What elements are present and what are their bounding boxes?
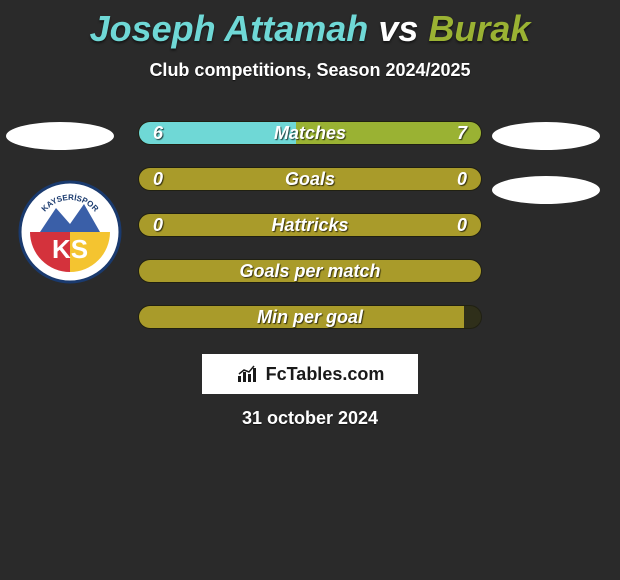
stat-fill-full bbox=[139, 260, 481, 282]
player2-marker-2 bbox=[492, 176, 600, 204]
badge-initials: KS bbox=[52, 234, 88, 264]
title-player2: Burak bbox=[428, 8, 530, 49]
date-text: 31 october 2024 bbox=[242, 408, 378, 429]
stat-row: 6Matches7 bbox=[138, 121, 482, 145]
brand-box: FcTables.com bbox=[202, 354, 418, 394]
stat-fill-right bbox=[296, 122, 481, 144]
brand-text: FcTables.com bbox=[266, 364, 385, 385]
chart-icon bbox=[236, 364, 260, 384]
club-badge: KS KAYSERİSPOR bbox=[18, 180, 122, 284]
title-player1: Joseph Attamah bbox=[90, 8, 369, 49]
stat-row: 0Goals0 bbox=[138, 167, 482, 191]
player2-marker bbox=[492, 122, 600, 150]
stat-row: 0Hattricks0 bbox=[138, 213, 482, 237]
stat-row: Goals per match bbox=[138, 259, 482, 283]
stat-fill-full bbox=[139, 214, 481, 236]
page-title: Joseph Attamah vs Burak bbox=[0, 0, 620, 50]
stat-fill-left bbox=[139, 122, 296, 144]
subtitle: Club competitions, Season 2024/2025 bbox=[0, 60, 620, 81]
stat-fill-full bbox=[139, 168, 481, 190]
stat-row: Min per goal bbox=[138, 305, 482, 329]
player1-marker bbox=[6, 122, 114, 150]
title-vs: vs bbox=[378, 8, 428, 49]
stat-fill-full bbox=[139, 306, 464, 328]
